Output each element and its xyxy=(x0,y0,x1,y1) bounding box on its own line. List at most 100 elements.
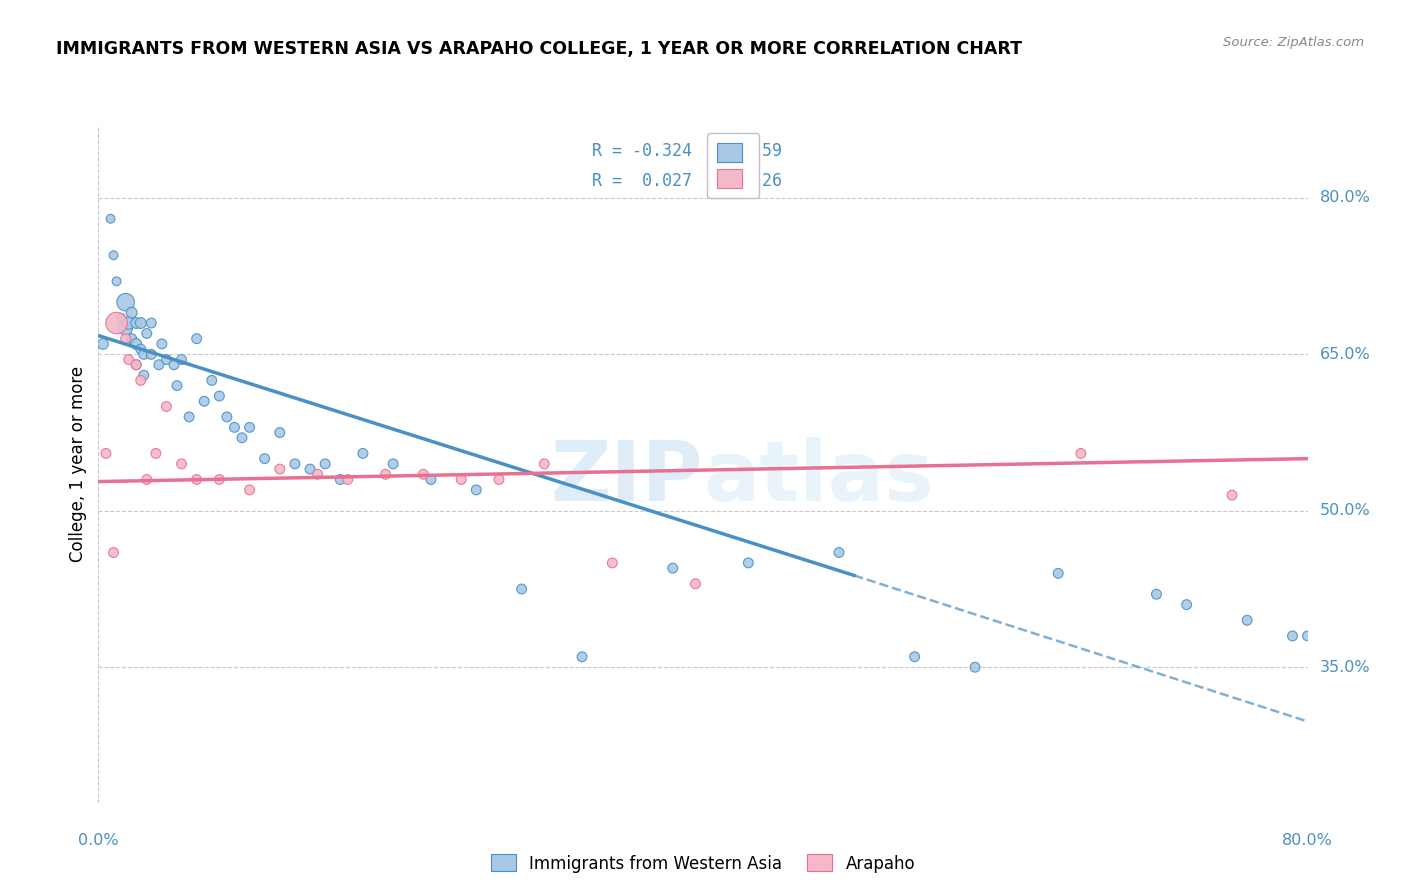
Point xyxy=(904,649,927,664)
Point xyxy=(186,473,208,487)
Point xyxy=(215,409,238,424)
Point xyxy=(352,446,374,460)
Text: Source: ZipAtlas.com: Source: ZipAtlas.com xyxy=(1223,36,1364,49)
Point xyxy=(170,457,193,471)
Point xyxy=(129,342,152,356)
Point xyxy=(114,321,136,335)
Point xyxy=(103,545,125,559)
Point xyxy=(141,347,163,361)
Point xyxy=(118,352,141,367)
Legend: Immigrants from Western Asia, Arapaho: Immigrants from Western Asia, Arapaho xyxy=(484,847,922,880)
Point xyxy=(105,316,128,330)
Point xyxy=(150,337,173,351)
Point xyxy=(510,582,533,596)
Point xyxy=(828,545,851,559)
Point xyxy=(135,473,157,487)
Text: IMMIGRANTS FROM WESTERN ASIA VS ARAPAHO COLLEGE, 1 YEAR OR MORE CORRELATION CHAR: IMMIGRANTS FROM WESTERN ASIA VS ARAPAHO … xyxy=(56,40,1022,58)
Text: R =  0.027   N = 26: R = 0.027 N = 26 xyxy=(592,172,782,190)
Point xyxy=(208,473,231,487)
Point xyxy=(129,373,152,387)
Point xyxy=(1296,629,1319,643)
Point xyxy=(336,473,359,487)
Legend: , : , xyxy=(707,133,759,198)
Point xyxy=(163,358,186,372)
Y-axis label: College, 1 year or more: College, 1 year or more xyxy=(69,366,87,562)
Point xyxy=(737,556,759,570)
Point xyxy=(105,274,128,288)
Text: 65.0%: 65.0% xyxy=(1320,347,1371,362)
Text: R = -0.324   N = 59: R = -0.324 N = 59 xyxy=(592,142,782,160)
Point xyxy=(488,473,510,487)
Point xyxy=(571,649,593,664)
Point xyxy=(329,473,352,487)
Point xyxy=(177,409,201,424)
Point xyxy=(224,420,246,434)
Text: 0.0%: 0.0% xyxy=(79,833,118,848)
Point xyxy=(166,378,188,392)
Point xyxy=(121,305,143,319)
Text: 80.0%: 80.0% xyxy=(1282,833,1333,848)
Point xyxy=(110,310,132,325)
Point xyxy=(1236,613,1258,627)
Point xyxy=(1144,587,1167,601)
Point xyxy=(208,389,231,403)
Point xyxy=(533,457,555,471)
Point xyxy=(91,337,114,351)
Point xyxy=(465,483,488,497)
Point xyxy=(269,425,291,440)
Point xyxy=(125,337,148,351)
Point xyxy=(193,394,215,409)
Point xyxy=(1047,566,1070,581)
Point xyxy=(121,332,143,346)
Point xyxy=(148,358,170,372)
Point xyxy=(125,358,148,372)
Point xyxy=(450,473,472,487)
Point xyxy=(125,358,148,372)
Point xyxy=(661,561,683,575)
Text: atlas: atlas xyxy=(703,437,934,518)
Point xyxy=(186,332,208,346)
Point xyxy=(132,368,155,383)
Point xyxy=(1281,629,1303,643)
Point xyxy=(602,556,624,570)
Point xyxy=(114,295,136,310)
Point xyxy=(100,211,122,226)
Point xyxy=(284,457,307,471)
Point xyxy=(1175,598,1198,612)
Point xyxy=(1070,446,1092,460)
Point xyxy=(155,400,177,414)
Point xyxy=(129,316,152,330)
Point xyxy=(299,462,322,476)
Point xyxy=(314,457,336,471)
Point xyxy=(201,373,224,387)
Point xyxy=(1220,488,1243,502)
Point xyxy=(307,467,329,482)
Text: 35.0%: 35.0% xyxy=(1320,660,1371,674)
Point xyxy=(269,462,291,476)
Text: 50.0%: 50.0% xyxy=(1320,503,1371,518)
Point xyxy=(382,457,405,471)
Point xyxy=(141,316,163,330)
Point xyxy=(239,483,262,497)
Point xyxy=(170,352,193,367)
Point xyxy=(145,446,167,460)
Point xyxy=(1326,640,1348,654)
Point xyxy=(135,326,157,341)
Point xyxy=(114,332,136,346)
Text: ZIP: ZIP xyxy=(551,437,703,518)
Point xyxy=(155,352,177,367)
Point xyxy=(118,316,141,330)
Point xyxy=(374,467,396,482)
Point xyxy=(132,347,155,361)
Point xyxy=(685,576,707,591)
Point xyxy=(412,467,434,482)
Point xyxy=(125,316,148,330)
Point xyxy=(239,420,262,434)
Point xyxy=(419,473,441,487)
Point xyxy=(253,451,276,466)
Point xyxy=(94,446,117,460)
Point xyxy=(965,660,987,674)
Point xyxy=(231,431,253,445)
Text: 80.0%: 80.0% xyxy=(1320,190,1371,205)
Point xyxy=(103,248,125,262)
